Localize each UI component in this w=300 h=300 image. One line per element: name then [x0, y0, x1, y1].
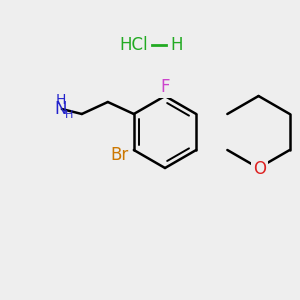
Text: HCl: HCl [119, 36, 148, 54]
Text: H: H [56, 93, 66, 107]
Text: H: H [64, 110, 73, 120]
Text: H: H [170, 36, 182, 54]
Text: Br: Br [111, 146, 129, 164]
Text: F: F [160, 78, 170, 96]
Text: N: N [55, 100, 67, 118]
Text: O: O [253, 160, 266, 178]
